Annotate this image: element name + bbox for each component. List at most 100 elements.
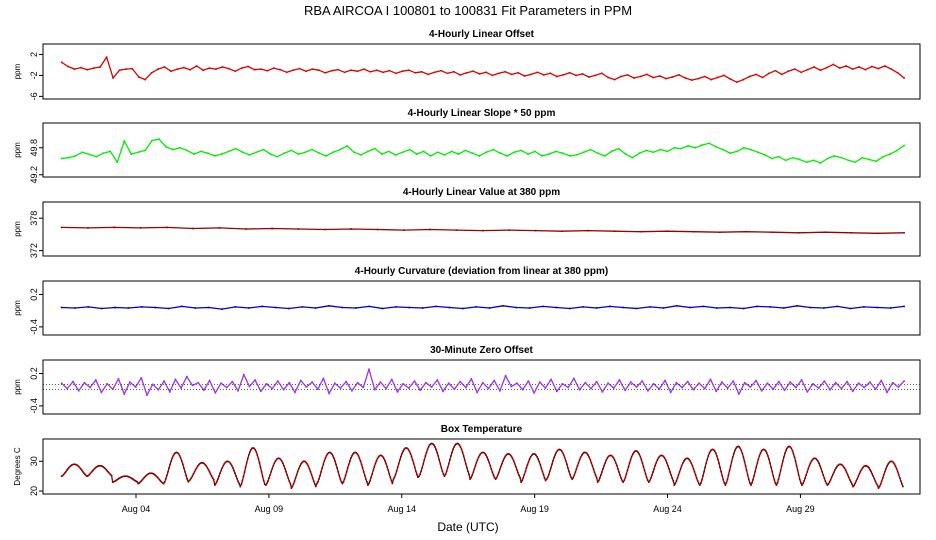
data-point [578, 388, 581, 391]
chart-panel-6: Box Temperature Degrees C 20 30 [13, 424, 921, 496]
data-point [838, 67, 841, 69]
data-point [834, 381, 837, 384]
data-point [691, 464, 694, 467]
data-point [273, 67, 275, 69]
data-point [67, 468, 69, 470]
data-point [348, 463, 350, 466]
y-tick-label: -0.4 [29, 319, 39, 335]
data-point [742, 307, 745, 310]
data-point [490, 468, 493, 470]
data-point [812, 159, 815, 162]
data-point [561, 383, 564, 385]
data-point [217, 478, 219, 480]
data-point [443, 154, 446, 156]
data-point [650, 477, 652, 479]
data-point [242, 475, 245, 478]
data-point [99, 66, 101, 68]
data-point [282, 388, 285, 391]
data-point [197, 465, 199, 467]
data-points [60, 368, 905, 396]
data-point [255, 451, 258, 453]
data-point [613, 78, 616, 81]
data-point [675, 381, 678, 384]
data-point [723, 482, 726, 484]
data-point [288, 381, 291, 384]
data-point [176, 68, 179, 70]
data-point [433, 71, 436, 74]
data-point [143, 476, 146, 478]
data-point [780, 465, 783, 467]
data-point [198, 463, 200, 466]
panel-title: 4-Hourly Curvature (deviation from linea… [355, 266, 608, 277]
data-point [554, 454, 556, 456]
data-point [113, 226, 116, 229]
data-point [670, 474, 672, 476]
data-point [374, 147, 376, 150]
data-point [818, 462, 820, 464]
data-point [722, 148, 724, 151]
data-point [356, 70, 359, 72]
data-point [680, 464, 683, 467]
data-point [743, 381, 746, 384]
data-point [175, 451, 178, 454]
data-point [218, 227, 221, 229]
data-point [431, 442, 433, 445]
data-point [369, 479, 371, 482]
data-point [243, 471, 246, 473]
y-tick-label: 20 [29, 486, 39, 496]
data-point [771, 470, 773, 473]
data-point [408, 306, 411, 309]
data-point [858, 473, 861, 475]
data-point [504, 374, 507, 377]
data-point [646, 73, 648, 76]
data-point [243, 373, 245, 376]
data-point [466, 72, 468, 74]
y-axis-label: Degrees C [13, 447, 22, 485]
data-point [385, 387, 387, 390]
data-point [543, 74, 545, 76]
data-point [522, 477, 524, 479]
data-point [830, 476, 833, 478]
data-point [636, 450, 638, 453]
data-point [576, 465, 579, 467]
data-point [222, 464, 225, 467]
data-point [833, 155, 836, 157]
data-point [305, 70, 307, 72]
data-point [286, 474, 288, 476]
data-point [523, 75, 526, 77]
data-point [504, 455, 506, 458]
data-point [889, 307, 892, 309]
data-point [488, 307, 491, 309]
data-point [115, 479, 117, 482]
data-point [214, 484, 216, 486]
data-point [800, 379, 803, 381]
data-point [212, 478, 215, 481]
data-point [807, 467, 810, 470]
data-point [80, 66, 82, 69]
data-point [66, 387, 69, 390]
data-point [525, 467, 528, 469]
data-point [903, 144, 905, 147]
data-point [394, 473, 397, 476]
data-point [215, 68, 217, 70]
data-point [715, 390, 717, 393]
data-point [227, 150, 230, 153]
data-point [628, 462, 631, 464]
data-point [516, 468, 518, 471]
data-point [602, 468, 604, 470]
data-point [105, 56, 108, 58]
data-point [344, 474, 347, 477]
data-point [363, 68, 365, 70]
data-point [189, 68, 191, 71]
data-point [435, 448, 437, 451]
data-point [555, 451, 557, 454]
data-point [419, 389, 421, 391]
data-point [499, 468, 501, 471]
data-point [883, 473, 885, 476]
data-point [502, 305, 504, 307]
data-point [342, 481, 345, 483]
data-point [687, 457, 689, 460]
data-point [583, 151, 585, 153]
data-point [277, 457, 280, 460]
data-point [861, 467, 864, 469]
